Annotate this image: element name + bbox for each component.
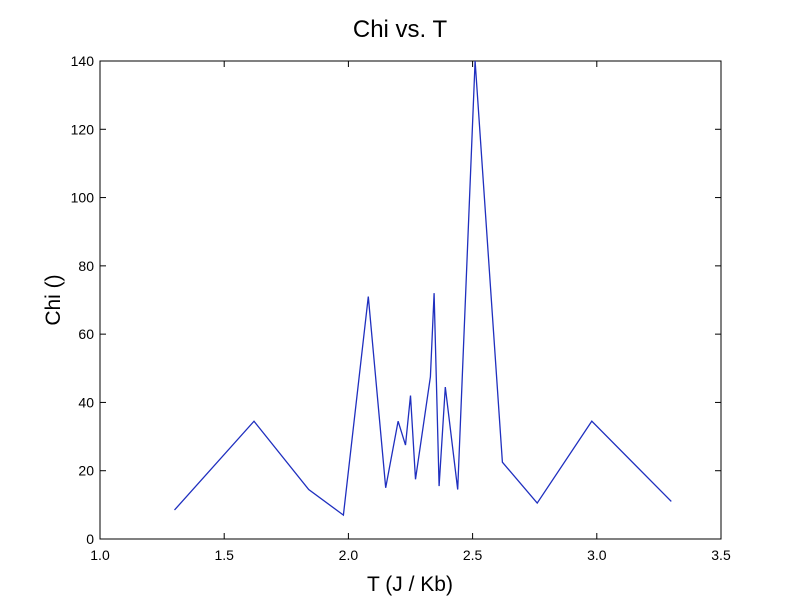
x-tick-label: 1.0 xyxy=(90,547,110,563)
y-tick-label: 20 xyxy=(78,463,94,479)
series-line xyxy=(175,61,672,515)
x-axis-label: T (J / Kb) xyxy=(367,573,453,596)
x-tick-label: 3.0 xyxy=(587,547,607,563)
y-tick-label: 120 xyxy=(71,121,95,137)
y-tick-label: 80 xyxy=(78,258,94,274)
y-axis-label: Chi () xyxy=(42,274,65,325)
x-tick-label: 2.0 xyxy=(339,547,359,563)
y-tick-label: 60 xyxy=(78,326,94,342)
plot-area-frame xyxy=(100,61,721,539)
x-tick-label: 1.5 xyxy=(214,547,234,563)
series-layer xyxy=(175,61,672,515)
y-axis-ticks: 0 20 40 60 80 100 120 140 xyxy=(71,53,721,547)
x-axis-ticks: 1.0 1.5 2.0 2.5 3.0 3.5 xyxy=(90,61,731,563)
x-tick-label: 3.5 xyxy=(711,547,731,563)
y-tick-label: 0 xyxy=(86,531,94,547)
x-tick-label: 2.5 xyxy=(463,547,483,563)
y-tick-label: 100 xyxy=(71,190,95,206)
y-tick-label: 40 xyxy=(78,394,94,410)
chart-title: Chi vs. T xyxy=(353,16,448,43)
y-tick-label: 140 xyxy=(71,53,95,69)
